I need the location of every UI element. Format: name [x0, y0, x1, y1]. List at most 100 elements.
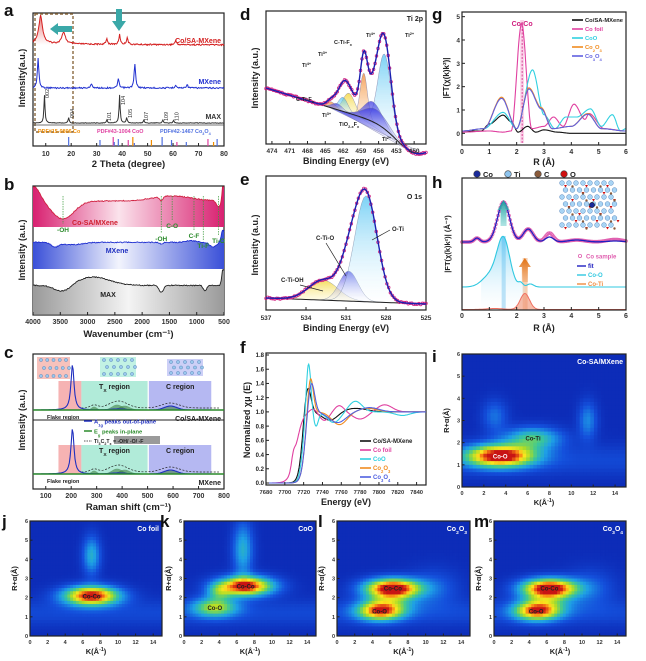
heatmap-cell — [50, 536, 54, 541]
legend-label-fit: Ti3C2Tx = -OH/ -O/ -F — [94, 439, 143, 446]
heatmap-cell — [615, 368, 620, 373]
heatmap-cell — [81, 543, 85, 547]
heatmap-cell — [98, 536, 103, 541]
heatmap-cell — [604, 461, 609, 466]
heatmap-cell — [221, 565, 225, 570]
heatmap-cell — [241, 521, 245, 525]
heatmap-cell — [568, 450, 573, 455]
heatmap-cell — [597, 479, 602, 484]
heatmap-cell — [61, 572, 65, 576]
heatmap-cell — [113, 575, 117, 579]
heatmap-cell — [78, 632, 83, 637]
heatmap-cell — [150, 613, 154, 618]
heatmap-cell — [127, 629, 131, 634]
heatmap-cell — [110, 588, 114, 592]
heatmap-cell — [601, 413, 606, 418]
heatmap-cell — [590, 354, 595, 359]
heatmap-cell — [55, 620, 60, 624]
heatmap-cell — [75, 530, 80, 535]
ti-atom-icon — [123, 358, 127, 362]
heatmap-cell — [511, 483, 516, 488]
heatmap-cell — [501, 379, 506, 384]
heatmap-cell — [156, 536, 160, 541]
heatmap-cell — [590, 390, 595, 396]
heatmap-cell — [462, 438, 466, 444]
heatmap-cell — [139, 575, 143, 579]
heatmap-cell — [561, 442, 566, 447]
heatmap-cell — [55, 530, 60, 535]
heatmap-cell — [522, 453, 527, 458]
ti-atom-icon — [102, 372, 106, 376]
heatmap-cell — [608, 472, 613, 477]
heatmap-cell — [486, 405, 491, 410]
heatmap-cell — [572, 405, 577, 410]
heatmap-cell — [490, 357, 495, 362]
heatmap-cell — [206, 540, 211, 544]
heatmap-cell — [258, 521, 262, 525]
heatmap-cell — [586, 390, 591, 396]
heatmap-cell — [310, 549, 314, 554]
heatmap-cell — [310, 562, 314, 567]
heatmap-cell — [38, 607, 42, 611]
heatmap-cell — [38, 588, 42, 592]
heatmap-cell — [561, 435, 566, 440]
heatmap-cell — [483, 457, 488, 462]
heatmap-cell — [141, 584, 146, 589]
heatmap-cell — [526, 413, 531, 418]
heatmap-cell — [229, 556, 234, 560]
heatmap-cell — [583, 372, 588, 377]
heatmap-cell — [568, 446, 573, 451]
heatmap-cell — [494, 438, 499, 444]
heatmap-cell — [615, 464, 620, 469]
y-tick-label: 2 — [25, 596, 28, 602]
panel-h: Co Ti C O0 1 2 3 4 5 6R (Å)|FT(χ(k)k²)| (Å⁻³) Co s… — [443, 170, 628, 333]
legend-swatch — [578, 253, 583, 258]
ti-atom-icon — [587, 208, 593, 214]
ti-atom-icon — [64, 374, 68, 378]
heatmap-cell — [565, 438, 570, 444]
heatmap-cell — [290, 552, 294, 557]
heatmap-cell — [61, 588, 65, 592]
heatmap-cell — [64, 556, 68, 560]
heatmap-cell — [572, 450, 577, 455]
heatmap-cell — [41, 584, 45, 589]
ti-atom-icon — [169, 371, 173, 375]
heatmap-cell — [486, 424, 491, 429]
heatmap-cell — [295, 556, 300, 560]
heatmap-cell — [118, 556, 123, 560]
heatmap-cell — [192, 540, 196, 544]
xrd-series-MAX — [33, 94, 224, 124]
heatmap-cell — [565, 368, 570, 373]
heatmap-cell — [281, 562, 285, 567]
heatmap-cell — [593, 453, 598, 458]
fit-line — [266, 188, 426, 305]
heatmap-cell — [107, 521, 111, 525]
heatmap-cell — [116, 562, 120, 567]
heatmap-cell — [201, 524, 205, 528]
heatmap-cell — [227, 562, 231, 567]
heatmap-cell — [483, 376, 488, 381]
heatmap-cell — [576, 475, 581, 481]
heatmap-cell — [47, 521, 51, 525]
heatmap-cell — [504, 376, 509, 381]
heatmap-cell — [526, 383, 531, 388]
heatmap-cell — [529, 475, 534, 481]
heatmap-cell — [267, 540, 271, 544]
heatmap-cell — [98, 613, 103, 618]
heatmap-cell — [586, 383, 591, 388]
heatmap-cell — [583, 438, 588, 444]
c-atom-icon — [599, 185, 602, 188]
heatmap-cell — [192, 559, 196, 563]
down-arrow-icon — [112, 9, 126, 31]
heatmap-cell — [462, 379, 466, 384]
heatmap-cell — [522, 424, 527, 429]
heatmap-cell — [255, 530, 260, 535]
heatmap-cell — [533, 379, 538, 384]
heatmap-cell — [81, 527, 85, 531]
heatmap-cell — [597, 413, 602, 418]
heatmap-cell — [608, 354, 613, 359]
heatmap-cell — [247, 549, 251, 554]
heatmap-cell — [593, 435, 598, 440]
heatmap-cell — [522, 420, 527, 425]
heatmap-cell — [141, 543, 146, 547]
